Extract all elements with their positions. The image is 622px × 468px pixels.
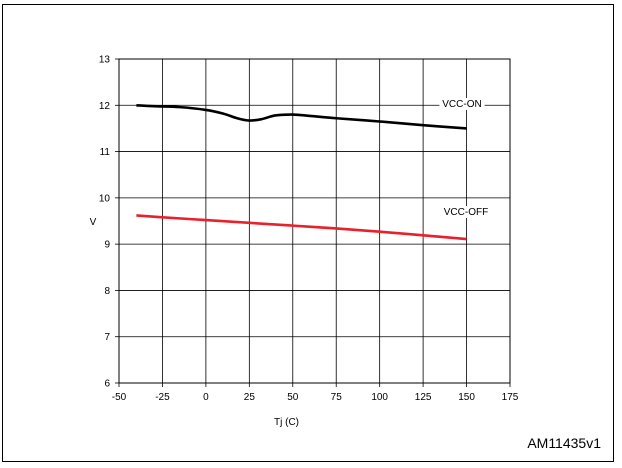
- series-label-vcc-on: VCC-ON: [442, 99, 481, 110]
- y-tick-label: 10: [99, 193, 111, 204]
- x-axis-label: Tj (C): [274, 417, 299, 428]
- x-tick-label: 25: [244, 392, 256, 403]
- plot-border: [118, 58, 511, 384]
- y-tick-label: 8: [104, 286, 110, 297]
- x-tick-label: 50: [287, 392, 299, 403]
- y-tick-label: 6: [104, 379, 110, 390]
- y-tick-label: 7: [104, 332, 110, 343]
- y-tick-label: 9: [104, 240, 110, 251]
- y-axis-label: V: [90, 217, 97, 228]
- figure-code: AM11435v1: [527, 435, 601, 451]
- y-tick-label: 13: [99, 55, 111, 66]
- series-label-bg: [440, 206, 492, 218]
- x-tick-label: 175: [502, 392, 519, 403]
- figure-frame: [2, 4, 614, 462]
- y-tick-label: 12: [99, 101, 111, 112]
- y-tick-label: 11: [100, 147, 111, 158]
- x-tick-label: 0: [203, 392, 209, 403]
- x-tick-label: 150: [458, 392, 475, 403]
- series-label-bg: [439, 98, 485, 110]
- x-tick-label: 100: [371, 392, 388, 403]
- x-tick-label: -25: [155, 392, 170, 403]
- x-tick-label: 75: [331, 392, 343, 403]
- x-tick-label: -50: [112, 392, 127, 403]
- series-line-vcc-on: [136, 103, 467, 130]
- series-label-vcc-off: VCC-OFF: [444, 207, 488, 218]
- series-line-vcc-off: [136, 214, 467, 241]
- x-tick-label: 125: [415, 392, 432, 403]
